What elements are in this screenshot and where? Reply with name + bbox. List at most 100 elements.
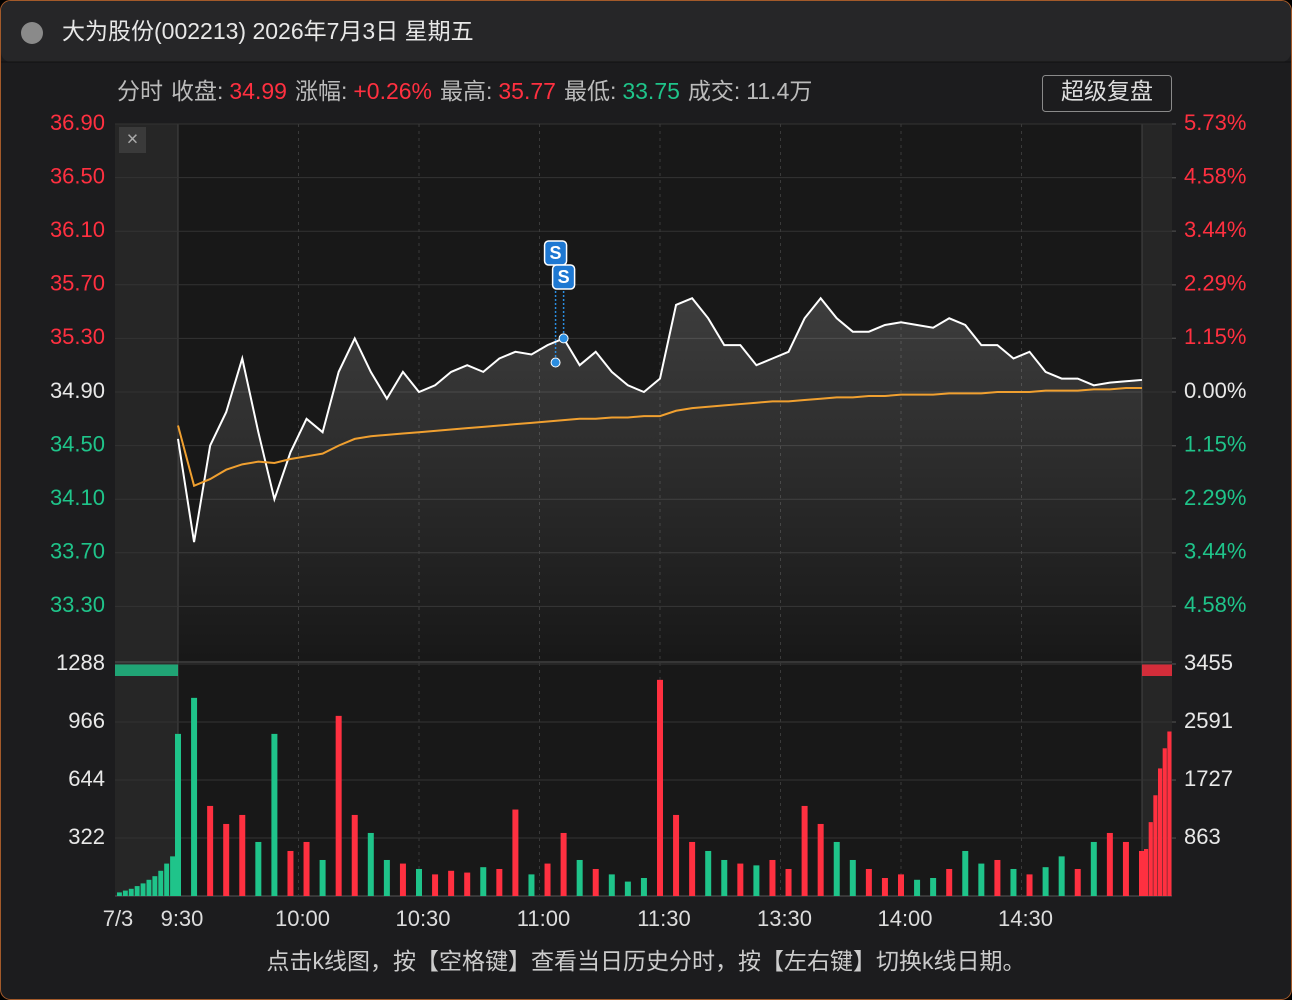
marker-dot	[550, 357, 561, 368]
volume-bar	[865, 868, 872, 896]
y2-tick-label: 3.44%	[1184, 217, 1246, 242]
close-icon[interactable]: ×	[127, 128, 139, 150]
y2-tick-label: 0.00%	[1184, 378, 1246, 403]
volume-bar	[528, 874, 535, 896]
post-market-bar	[1167, 731, 1172, 896]
close-overlay[interactable]	[119, 127, 146, 153]
volume-bar	[657, 679, 663, 896]
post-market-bar	[1162, 748, 1167, 896]
volume-y2-tick-label: 2591	[1184, 708, 1233, 733]
volume-bar	[512, 809, 519, 896]
y-tick-label: 35.70	[50, 271, 105, 296]
volume-bar	[737, 863, 744, 896]
volume-bar	[1106, 832, 1113, 896]
volume-bar	[1090, 841, 1097, 896]
pre-market-bar	[164, 863, 170, 896]
volume-bar	[287, 850, 294, 896]
volume-bar	[432, 874, 439, 896]
info-label: 涨幅:	[295, 78, 347, 104]
volume-bar	[849, 859, 856, 896]
pre-market-bar	[140, 883, 146, 896]
footer-hint: 点击k线图，按【空格键】查看当日历史分时，按【左右键】切换k线日期。	[267, 948, 1026, 974]
volume-bar	[271, 733, 278, 896]
pre-market-bar	[128, 888, 134, 896]
x-tick-label: 14:00	[877, 906, 932, 931]
volume-bar	[399, 863, 406, 896]
info-value: +0.26%	[353, 78, 432, 104]
volume-bar	[930, 877, 937, 896]
x-tick-label: 14:30	[998, 906, 1053, 931]
y-tick-label: 34.10	[50, 485, 105, 510]
volume-y2-tick-label: 3455	[1184, 650, 1233, 675]
volume-bar	[1139, 850, 1145, 896]
volume-bar	[994, 859, 1001, 896]
volume-bar	[223, 823, 230, 896]
volume-bar	[721, 859, 728, 896]
y2-tick-label: 1.15%	[1184, 324, 1246, 349]
volume-bar	[962, 850, 969, 896]
volume-bar	[833, 841, 840, 896]
pre-market-bar	[158, 870, 164, 896]
pre-market-bar	[122, 890, 128, 896]
volume-bar	[303, 841, 310, 896]
pre-market-bar	[152, 876, 158, 896]
x-tick-label: 11:00	[517, 906, 570, 931]
window-button[interactable]	[21, 22, 43, 44]
info-label: 最高:	[440, 78, 492, 104]
y2-tick-label: 2.29%	[1184, 271, 1246, 296]
y2-tick-label: 2.29%	[1184, 485, 1246, 510]
post-market-bar	[1144, 848, 1149, 896]
pre-market-bar	[146, 879, 152, 896]
volume-bar	[191, 697, 198, 896]
marker-label: S	[558, 267, 570, 287]
volume-bar	[255, 841, 262, 896]
volume-bar	[496, 868, 503, 896]
post-market-bar	[1148, 822, 1153, 896]
marker-dot	[558, 333, 569, 344]
volume-bar	[914, 879, 921, 896]
post-market-bar	[1158, 768, 1163, 896]
volume-bar	[448, 870, 455, 896]
volume-tick-label: 322	[68, 824, 105, 849]
price-line	[177, 296, 1143, 543]
y-tick-label: 34.90	[50, 378, 105, 403]
x-tick-label: 13:30	[757, 906, 812, 931]
volume-tick-label: 644	[68, 766, 105, 791]
info-value: 33.75	[622, 78, 680, 104]
info-label: 收盘:	[171, 78, 223, 104]
volume-bar	[416, 868, 422, 896]
y2-tick-label: 4.58%	[1184, 164, 1246, 189]
volume-bar	[1010, 868, 1017, 896]
volume-bar	[673, 814, 680, 896]
x-tick-label: 10:00	[275, 906, 330, 931]
super-review-button[interactable]	[1042, 75, 1172, 112]
y2-tick-label: 4.58%	[1184, 592, 1246, 617]
volume-bar	[608, 874, 615, 896]
volume-bar	[175, 733, 181, 896]
marker-label: S	[550, 243, 562, 263]
volume-bar	[239, 814, 246, 896]
marker-badge	[551, 264, 576, 290]
volume-bar	[576, 859, 583, 896]
average-line	[177, 386, 1142, 488]
volume-bar	[592, 868, 599, 896]
button-label[interactable]: 超级复盘	[1061, 78, 1153, 104]
pre-market-bar	[117, 892, 122, 896]
volume-bar	[383, 859, 390, 896]
volume-tick-label: 966	[68, 708, 105, 733]
post-market-strip	[1142, 664, 1172, 676]
y-tick-label: 33.70	[50, 539, 105, 564]
volume-bar	[640, 877, 647, 896]
volume-bar	[689, 841, 696, 896]
volume-bar	[1026, 874, 1033, 896]
info-label: 成交:	[688, 78, 740, 104]
volume-bar	[560, 832, 567, 896]
post-market-bar	[1153, 795, 1158, 896]
y-tick-label: 35.30	[50, 324, 105, 349]
info-value: 35.77	[498, 78, 556, 104]
volume-bar	[705, 850, 712, 896]
volume-bar	[1122, 841, 1129, 896]
volume-bar	[898, 874, 904, 896]
volume-bar	[207, 805, 214, 896]
